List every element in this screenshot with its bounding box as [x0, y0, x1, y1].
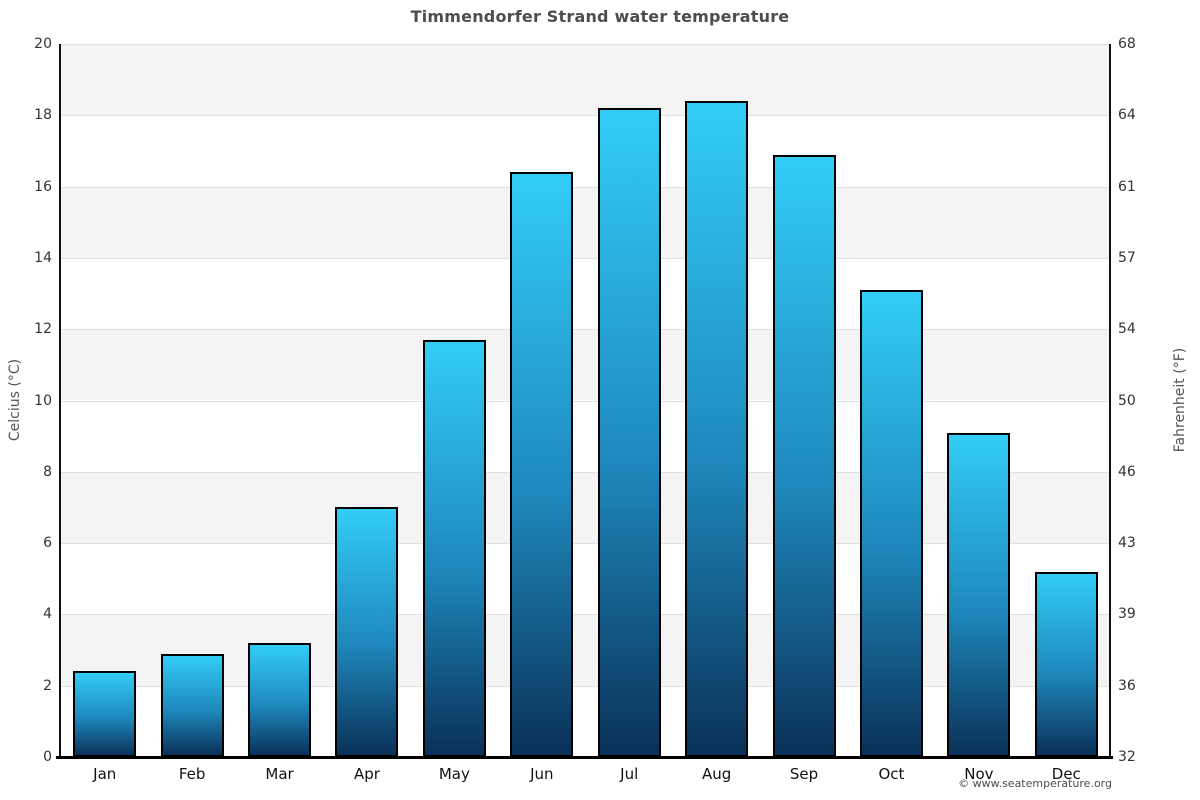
- y-axis-label-celsius: Celcius (°C): [7, 358, 23, 442]
- x-tick-nov: Nov: [964, 765, 994, 783]
- y-tick-left-4: 4: [43, 606, 52, 623]
- plot-band: [61, 543, 1110, 615]
- y-tick-right-50: 50: [1118, 392, 1136, 409]
- y-tick-left-10: 10: [34, 392, 52, 409]
- bar-aug: [685, 101, 749, 757]
- chart-title: Timmendorfer Strand water temperature: [410, 7, 790, 26]
- y-tick-right-54: 54: [1118, 321, 1136, 338]
- gridline-10: [61, 401, 1110, 402]
- x-tick-aug: Aug: [701, 765, 732, 783]
- gridline-2: [61, 686, 1110, 687]
- y-tick-right-46: 46: [1118, 463, 1136, 480]
- bar-apr: [335, 507, 399, 757]
- bar-dec: [1034, 571, 1098, 757]
- y-tick-right-64: 64: [1118, 107, 1136, 124]
- plot-band: [61, 614, 1110, 686]
- gridline-4: [61, 614, 1110, 615]
- copyright-attribution: © www.seatemperature.org: [958, 777, 1112, 790]
- gridline-8: [61, 472, 1110, 473]
- bar-mar: [248, 642, 312, 757]
- plot-band: [61, 400, 1110, 472]
- plot-band: [61, 186, 1110, 258]
- x-tick-apr: Apr: [353, 765, 380, 783]
- plot-band: [61, 115, 1110, 187]
- plot-band: [61, 685, 1110, 757]
- y-tick-right-61: 61: [1118, 178, 1136, 195]
- gridline-6: [61, 543, 1110, 544]
- x-tick-jul: Jul: [620, 765, 639, 783]
- bar-may: [422, 339, 486, 757]
- x-axis-line: [56, 756, 1113, 759]
- bar-jun: [510, 172, 574, 757]
- y-tick-right-39: 39: [1118, 606, 1136, 623]
- gridline-12: [61, 329, 1110, 330]
- y-axis-label-fahrenheit: Fahrenheit (°F): [1172, 347, 1188, 453]
- y-tick-right-68: 68: [1118, 36, 1136, 52]
- bar-feb: [160, 653, 224, 757]
- y-tick-left-6: 6: [43, 535, 52, 552]
- gridline-14: [61, 258, 1110, 259]
- plot-band: [61, 329, 1110, 401]
- x-tick-may: May: [438, 765, 470, 783]
- y-tick-right-57: 57: [1118, 249, 1136, 266]
- x-tick-dec: Dec: [1051, 765, 1081, 783]
- bar-nov: [947, 432, 1011, 757]
- x-tick-mar: Mar: [265, 765, 294, 783]
- plot-area: [61, 44, 1110, 757]
- x-tick-oct: Oct: [878, 765, 905, 783]
- y-tick-left-14: 14: [34, 249, 52, 266]
- bar-sep: [772, 154, 836, 757]
- x-tick-feb: Feb: [178, 765, 206, 783]
- bar-jan: [73, 671, 137, 757]
- plot-band: [61, 471, 1110, 544]
- gridline-16: [61, 187, 1110, 188]
- y-tick-left-18: 18: [34, 107, 52, 124]
- bar-oct: [859, 289, 923, 757]
- x-tick-jun: Jun: [530, 765, 554, 783]
- y-tick-left-8: 8: [43, 463, 52, 480]
- y-tick-right-43: 43: [1118, 535, 1136, 552]
- y-tick-right-32: 32: [1118, 749, 1136, 765]
- gridline-18: [61, 115, 1110, 116]
- plot-band: [61, 257, 1110, 330]
- gridline-20: [61, 44, 1110, 45]
- plot-band: [61, 44, 1110, 116]
- y-axis-line-right: [1109, 44, 1111, 757]
- y-axis-line-left: [59, 44, 61, 757]
- x-tick-sep: Sep: [789, 765, 819, 783]
- x-tick-jan: Jan: [93, 765, 117, 783]
- y-tick-left-0: 0: [43, 749, 52, 765]
- y-tick-right-36: 36: [1118, 677, 1136, 694]
- y-tick-left-2: 2: [43, 677, 52, 694]
- bar-jul: [597, 108, 661, 757]
- y-tick-left-20: 20: [34, 36, 52, 52]
- y-tick-left-16: 16: [34, 178, 52, 195]
- y-tick-left-12: 12: [34, 321, 52, 338]
